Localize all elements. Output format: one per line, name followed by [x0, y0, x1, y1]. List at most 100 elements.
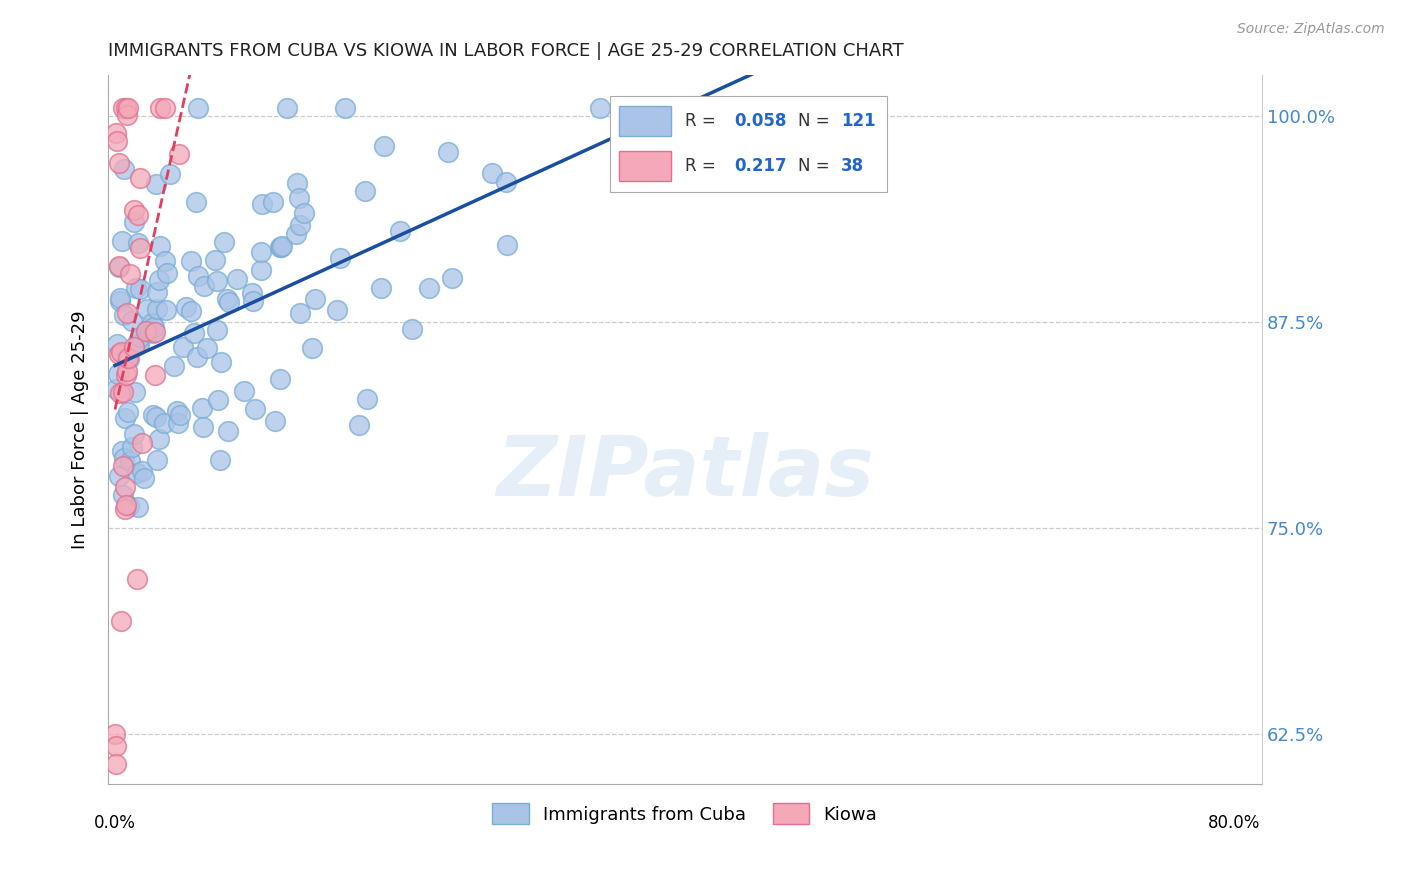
Point	[193, 279, 215, 293]
Point	[145, 177, 167, 191]
Point	[217, 292, 239, 306]
Point	[401, 321, 423, 335]
Point	[131, 464, 153, 478]
Point	[288, 191, 311, 205]
Text: 0.217: 0.217	[734, 157, 787, 175]
Point	[326, 303, 349, 318]
Point	[105, 126, 128, 140]
Point	[418, 281, 440, 295]
Point	[108, 155, 131, 169]
Point	[115, 306, 138, 320]
Point	[114, 502, 136, 516]
Point	[121, 440, 143, 454]
Point	[143, 368, 166, 383]
Point	[373, 138, 395, 153]
Point	[128, 170, 150, 185]
Point	[127, 235, 149, 250]
Point	[114, 411, 136, 425]
Point	[153, 254, 176, 268]
Point	[142, 409, 165, 423]
Point	[108, 259, 131, 273]
Point	[112, 459, 135, 474]
Point	[120, 268, 142, 282]
Point	[128, 329, 150, 343]
Point	[146, 285, 169, 300]
Point	[186, 350, 208, 364]
Point	[292, 206, 315, 220]
Point	[180, 303, 202, 318]
Point	[142, 326, 165, 340]
Point	[135, 324, 157, 338]
Point	[145, 410, 167, 425]
Point	[356, 392, 378, 406]
Point	[190, 401, 212, 416]
Point	[166, 403, 188, 417]
Point	[148, 273, 170, 287]
Text: 0.0%: 0.0%	[94, 814, 136, 832]
Point	[495, 175, 517, 189]
Point	[112, 450, 135, 465]
Point	[129, 241, 152, 255]
Point	[172, 340, 194, 354]
Point	[187, 101, 209, 115]
Point	[370, 281, 392, 295]
Point	[205, 274, 228, 288]
Point	[250, 263, 273, 277]
Point	[270, 240, 292, 254]
Bar	[619, 151, 671, 181]
Point	[243, 402, 266, 417]
Point	[496, 238, 519, 252]
Point	[204, 252, 226, 267]
Point	[184, 194, 207, 209]
Point	[115, 101, 138, 115]
Point	[122, 427, 145, 442]
Point	[107, 469, 129, 483]
Point	[115, 498, 138, 512]
Point	[155, 303, 177, 318]
Point	[115, 351, 138, 365]
Point	[264, 414, 287, 428]
Point	[111, 384, 134, 399]
Point	[122, 215, 145, 229]
Point	[187, 268, 209, 283]
Point	[205, 323, 228, 337]
Point	[132, 471, 155, 485]
Point	[105, 757, 128, 772]
Point	[145, 302, 167, 317]
Text: R =: R =	[685, 157, 716, 175]
Point	[191, 420, 214, 434]
Text: N =: N =	[799, 112, 830, 130]
Point	[207, 392, 229, 407]
Point	[142, 320, 165, 334]
Text: 0.058: 0.058	[734, 112, 787, 130]
Point	[108, 347, 131, 361]
Point	[269, 240, 291, 254]
Point	[114, 480, 136, 494]
Point	[131, 436, 153, 450]
Point	[163, 359, 186, 373]
Point	[176, 300, 198, 314]
Point	[104, 382, 127, 396]
Point	[112, 162, 135, 177]
Point	[107, 367, 129, 381]
Point	[304, 292, 326, 306]
Point	[159, 167, 181, 181]
Point	[110, 614, 132, 628]
Text: 38: 38	[841, 157, 863, 175]
Point	[127, 466, 149, 480]
Point	[117, 351, 139, 366]
Point	[285, 176, 308, 190]
Point	[129, 282, 152, 296]
Text: 121: 121	[841, 112, 876, 130]
Point	[124, 384, 146, 399]
Legend: Immigrants from Cuba, Kiowa: Immigrants from Cuba, Kiowa	[485, 797, 884, 831]
Point	[127, 208, 149, 222]
Point	[122, 340, 145, 354]
Point	[117, 404, 139, 418]
FancyBboxPatch shape	[610, 96, 887, 192]
Point	[156, 266, 179, 280]
Point	[167, 416, 190, 430]
Point	[155, 101, 177, 115]
Point	[125, 281, 148, 295]
Point	[183, 326, 205, 340]
